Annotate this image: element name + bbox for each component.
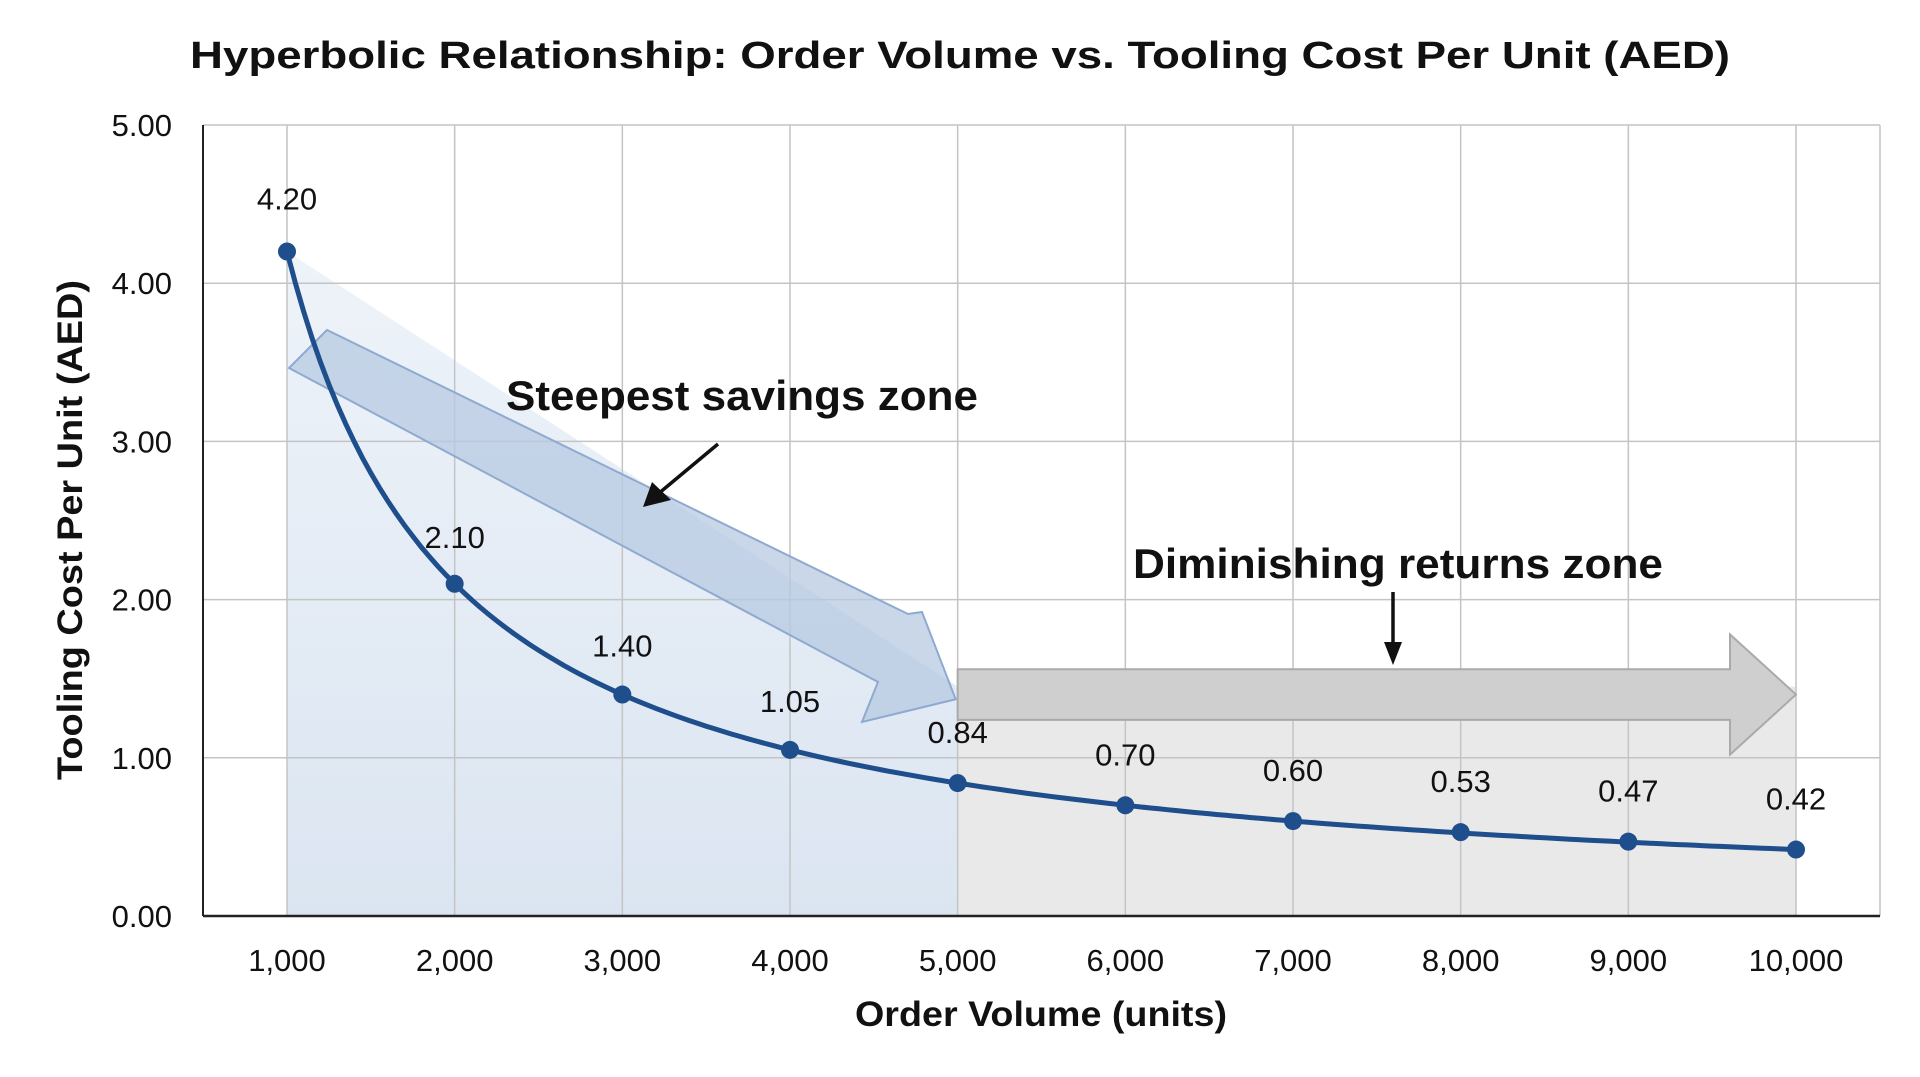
data-label: 0.70 [1095,737,1155,772]
data-label: 0.60 [1263,753,1323,788]
data-point [278,242,296,261]
diminishing-returns-label: Diminishing returns zone [1133,540,1663,587]
data-label: 1.40 [592,629,652,664]
y-tick-label: 1.00 [112,741,172,776]
data-labels: 4.20 2.10 1.40 1.05 0.84 0.70 0.60 0.53 0.47 0.42 [257,182,1826,817]
y-tick-label: 4.00 [112,266,172,301]
data-label: 0.47 [1598,774,1658,809]
data-point [1451,823,1470,842]
y-tick-label: 5.00 [112,108,172,143]
pointer-arrowhead-diminishing [1384,642,1402,665]
series-line [278,242,1805,859]
tick-labels: 0.00 1.00 2.00 3.00 4.00 5.00 1,000 2,000 3,000 4… [112,108,1844,978]
data-label: 0.42 [1766,782,1826,817]
gridlines [203,124,1881,916]
x-axis-label: Order Volume (units) [855,995,1227,1034]
data-point [1116,796,1135,815]
data-point [445,574,464,593]
x-tick-label: 1,000 [248,943,326,978]
data-label: 0.84 [927,715,987,750]
pointer-arrowhead-steepest [643,482,671,507]
x-tick-label: 3,000 [584,943,662,978]
y-tick-label: 2.00 [112,583,172,618]
chart-title: Hyperbolic Relationship: Order Volume vs… [190,35,1730,77]
data-point [613,685,632,704]
y-tick-label: 0.00 [112,899,172,934]
y-tick-label: 3.00 [112,424,172,459]
data-point [1284,812,1302,831]
data-label: 0.53 [1430,764,1490,799]
x-tick-label: 6,000 [1087,943,1165,978]
x-tick-label: 7,000 [1254,943,1332,978]
steepest-savings-label: Steepest savings zone [506,372,978,419]
data-point [781,740,799,759]
data-label: 2.10 [424,520,484,555]
x-tick-label: 8,000 [1422,943,1500,978]
y-axis-label: Tooling Cost Per Unit (AED) [51,280,90,780]
data-label: 1.05 [760,684,820,719]
data-label: 4.20 [257,182,317,217]
series-curve [284,249,1799,853]
diminishing-returns-arrow [956,632,1798,757]
x-tick-label: 4,000 [751,943,829,978]
zone-arrows [287,328,1798,757]
x-tick-label: 9,000 [1590,943,1668,978]
steepest-savings-arrow [287,328,958,724]
data-point [948,774,967,793]
data-point [1787,840,1805,859]
x-tick-label: 10,000 [1749,943,1844,978]
x-tick-label: 5,000 [919,943,997,978]
data-point [1619,832,1638,851]
pointer-arrow-steepest [656,442,720,496]
x-tick-label: 2,000 [416,943,494,978]
